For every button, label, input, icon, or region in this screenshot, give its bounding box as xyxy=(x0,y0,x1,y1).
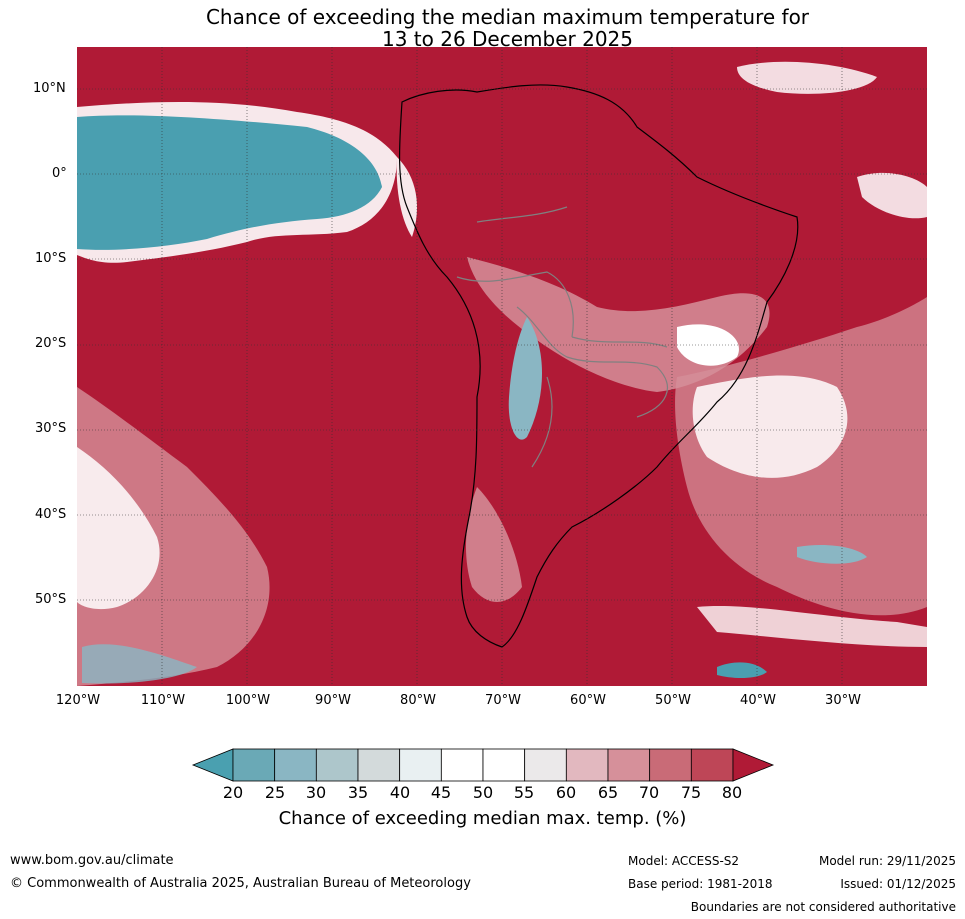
colorbar-segment xyxy=(690,748,734,782)
lon-label: 60°W xyxy=(570,693,606,708)
colorbar-tick: 80 xyxy=(721,783,743,802)
base-period: Base period: 1981-2018 xyxy=(628,877,773,891)
lat-label: 30°S xyxy=(35,421,67,436)
colorbar-arrow-low xyxy=(191,748,234,782)
lat-label: 10°N xyxy=(33,81,66,96)
pacific-cool-anomaly xyxy=(77,115,382,250)
colorbar-tick: 70 xyxy=(638,783,660,802)
colorbar-segment xyxy=(399,748,442,782)
map-title-line1: Chance of exceeding the median maximum t… xyxy=(205,5,810,29)
lat-label: 50°S xyxy=(35,592,67,607)
colorbar-tick: 65 xyxy=(597,783,619,802)
copyright-text: © Commonwealth of Australia 2025, Austra… xyxy=(10,876,471,891)
lon-label: 90°W xyxy=(315,693,351,708)
map-title-line2: 13 to 26 December 2025 xyxy=(381,27,633,51)
map-graticule xyxy=(77,47,927,686)
colorbar-segment xyxy=(649,748,692,782)
patagonia-mixed xyxy=(465,487,522,602)
lon-label: 40°W xyxy=(740,693,776,708)
colorbar-tick: 20 xyxy=(222,783,244,802)
colorbar-segment xyxy=(274,748,317,782)
colorbar-tick: 75 xyxy=(680,783,702,802)
colorbar-tick: 30 xyxy=(305,783,327,802)
colorbar xyxy=(191,748,775,782)
forecast-map xyxy=(77,47,927,686)
colorbar-segment xyxy=(357,748,401,782)
lon-label: 100°W xyxy=(225,693,271,708)
lon-label: 70°W xyxy=(485,693,521,708)
website-link[interactable]: www.bom.gov.au/climate xyxy=(10,853,174,868)
colorbar-label: Chance of exceeding median max. temp. (%… xyxy=(278,808,687,829)
colorbar-segment xyxy=(232,748,276,782)
north-atlantic-neutral xyxy=(737,61,877,94)
colorbar-tick: 45 xyxy=(430,783,452,802)
south-pacific-cool xyxy=(82,644,197,684)
model-run: Model run: 29/11/2025 xyxy=(818,854,956,868)
lat-label: 20°S xyxy=(35,336,67,351)
lon-label: 50°W xyxy=(655,693,691,708)
colorbar-tick: 60 xyxy=(555,783,577,802)
colorbar-segment xyxy=(565,748,609,782)
lon-label: 120°W xyxy=(55,693,101,708)
south-atlantic-neutral xyxy=(692,375,848,478)
lon-label: 110°W xyxy=(140,693,186,708)
lon-label: 80°W xyxy=(400,693,436,708)
lat-label: 0° xyxy=(52,166,67,181)
south-pacific-neutral xyxy=(77,447,160,610)
colorbar-segment xyxy=(315,748,359,782)
colorbar-tick: 40 xyxy=(389,783,411,802)
country-borders xyxy=(456,206,668,468)
colorbar-tick: 55 xyxy=(513,783,535,802)
colorbar-tick: 25 xyxy=(264,783,286,802)
issued-date: Issued: 01/12/2025 xyxy=(840,877,956,891)
ecuador-coast-neutral xyxy=(396,157,417,237)
equatorial-atlantic-neutral xyxy=(857,172,927,219)
boundary-disclaimer: Boundaries are not considered authoritat… xyxy=(690,900,956,914)
lon-label: 30°W xyxy=(825,693,861,708)
colorbar-arrow-high xyxy=(732,748,775,782)
south-atlantic-cool xyxy=(797,545,867,564)
colorbar-segment xyxy=(482,748,526,782)
lat-label: 10°S xyxy=(35,251,67,266)
far-south-atlantic-neutral xyxy=(697,605,927,647)
colorbar-segment xyxy=(524,748,567,782)
andes-cool-anomaly xyxy=(508,317,542,440)
model-name: Model: ACCESS-S2 xyxy=(628,854,740,868)
far-south-atlantic-cool xyxy=(717,662,767,679)
colorbar-segment xyxy=(607,748,651,782)
lat-label: 40°S xyxy=(35,507,67,522)
south-america-coastline xyxy=(398,84,799,648)
colorbar-segment xyxy=(440,748,484,782)
south-pacific-mixed xyxy=(77,387,270,686)
colorbar-tick: 50 xyxy=(472,783,494,802)
colorbar-tick: 35 xyxy=(347,783,369,802)
